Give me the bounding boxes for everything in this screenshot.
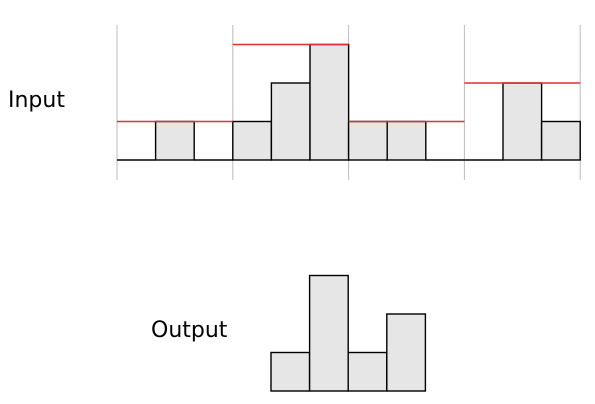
output-histogram: [270, 274, 427, 392]
input-bar: [270, 82, 311, 161]
input-bar: [309, 43, 350, 161]
output-label: Output: [151, 318, 228, 343]
input-bar: [540, 120, 581, 161]
output-bar: [308, 274, 349, 392]
output-bar: [347, 351, 388, 392]
input-bar: [502, 82, 543, 161]
output-bar: [270, 351, 311, 392]
output-bar: [386, 313, 427, 392]
input-label: Input: [8, 88, 65, 113]
input-bar: [347, 120, 388, 161]
window-max-lines: [117, 43, 581, 123]
input-bar: [386, 120, 427, 161]
input-bar: [232, 120, 273, 161]
input-bar: [154, 120, 195, 161]
input-histogram: [117, 43, 581, 161]
